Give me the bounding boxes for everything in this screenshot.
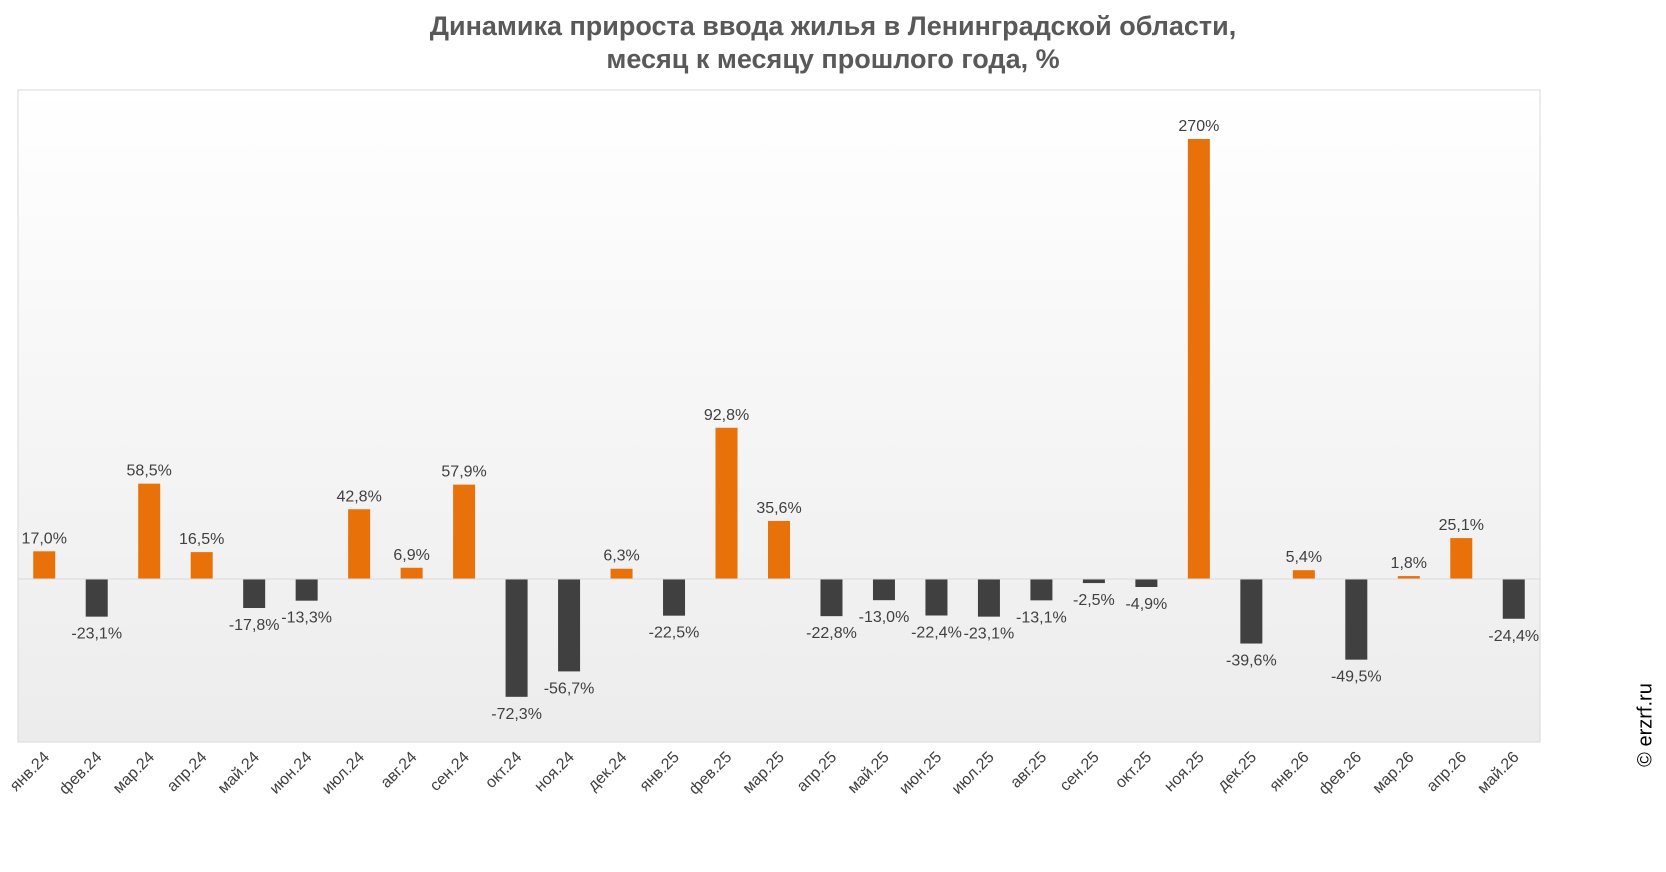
- data-label: 25,1%: [1439, 517, 1484, 534]
- x-tick-label: май.25: [845, 749, 893, 797]
- data-label: -39,6%: [1226, 653, 1277, 670]
- x-tick-label: янв.26: [1267, 749, 1313, 795]
- data-label: -23,1%: [71, 626, 122, 643]
- x-tick-label: мар.25: [740, 749, 788, 797]
- x-tick-label: авг.24: [378, 749, 421, 792]
- data-label: 42,8%: [336, 488, 381, 505]
- data-label: 270%: [1178, 118, 1219, 135]
- bar-янв.25: [663, 579, 686, 616]
- bar-апр.24: [190, 552, 213, 579]
- chart-title: Динамика прироста ввода жилья в Ленингра…: [429, 11, 1237, 41]
- data-label: -13,3%: [281, 610, 332, 627]
- data-label: -17,8%: [229, 617, 280, 634]
- data-label: 92,8%: [704, 407, 749, 424]
- bar-мар.26: [1397, 576, 1420, 579]
- bar-мар.25: [768, 520, 790, 579]
- bar-авг.24: [400, 567, 423, 579]
- x-tick-label: апр.25: [794, 749, 841, 796]
- x-tick-labels-group: янв.24 фев.24 мар.24 апр.24 май.24 июн.24 июл.…: [7, 749, 1523, 798]
- data-label: 16,5%: [179, 531, 224, 548]
- x-tick-label: июл.25: [949, 749, 998, 798]
- data-label: -22,4%: [911, 625, 962, 642]
- bar-фев.24: [85, 579, 108, 617]
- bar-апр.25: [820, 579, 843, 617]
- copyright-note: © erzrf.ru: [1634, 683, 1657, 767]
- bar-июн.24: [295, 579, 318, 601]
- data-label: -4,9%: [1125, 596, 1167, 613]
- data-label: -56,7%: [544, 680, 595, 697]
- data-label: 35,6%: [756, 500, 801, 517]
- bar-сен.25: [1082, 579, 1105, 584]
- bar-май.25: [872, 579, 895, 601]
- bar-фев.26: [1345, 579, 1368, 660]
- x-tick-label: ноя.24: [531, 749, 577, 795]
- x-tick-label: июн.25: [896, 749, 945, 798]
- data-label: 57,9%: [441, 464, 486, 481]
- x-tick-label: мар.24: [110, 749, 158, 797]
- x-tick-label: сен.25: [1057, 749, 1103, 795]
- bar-янв.24: [33, 551, 56, 579]
- x-tick-label: фев.25: [686, 749, 735, 798]
- data-label: -23,1%: [964, 626, 1015, 643]
- data-label: -22,5%: [649, 625, 700, 642]
- x-tick-label: июл.24: [319, 749, 368, 798]
- data-labels-group: 17,0% -23,1% 58,5% 16,5% -17,8% -13,3% 42,8% 6,…: [22, 118, 1540, 723]
- bar-дек.25: [1240, 579, 1263, 644]
- x-tick-label: янв.24: [7, 749, 53, 795]
- data-label: -49,5%: [1331, 669, 1382, 686]
- bar-апр.26: [1450, 538, 1473, 579]
- chart-subtitle: месяц к месяцу прошлого года, %: [606, 44, 1060, 74]
- bar-янв.26: [1292, 570, 1315, 579]
- data-label: 58,5%: [127, 463, 172, 480]
- data-label: -24,4%: [1488, 628, 1539, 645]
- x-tick-label: май.26: [1474, 749, 1522, 797]
- x-tick-label: дек.24: [585, 749, 631, 795]
- x-tick-label: май.24: [215, 749, 263, 797]
- x-tick-label: дек.25: [1215, 749, 1261, 795]
- chart-title-block: Динамика прироста ввода жилья в Ленингра…: [0, 10, 1666, 76]
- x-tick-label: окт.25: [1112, 749, 1155, 792]
- bar-мар.24: [138, 483, 161, 579]
- bar-ноя.25: [1187, 139, 1210, 579]
- x-tick-label: июн.24: [267, 749, 316, 798]
- bar-июл.24: [348, 509, 371, 579]
- bar-авг.25: [1030, 579, 1053, 601]
- bar-фев.25: [715, 427, 738, 579]
- bars-group: [33, 139, 1525, 697]
- data-label: 1,8%: [1391, 555, 1427, 572]
- data-label: -13,0%: [859, 609, 910, 626]
- bar-окт.24: [505, 579, 528, 697]
- x-tick-label: фев.26: [1316, 749, 1365, 798]
- x-tick-label: авг.25: [1007, 749, 1050, 792]
- x-tick-label: сен.24: [427, 749, 473, 795]
- x-tick-label: апр.26: [1424, 749, 1471, 796]
- x-tick-label: апр.24: [164, 749, 211, 796]
- bar-май.26: [1502, 579, 1525, 619]
- data-label: 5,4%: [1286, 549, 1322, 566]
- bar-ноя.24: [558, 579, 581, 672]
- data-label: 17,0%: [22, 530, 67, 547]
- bar-дек.24: [610, 568, 633, 579]
- bar-май.24: [243, 579, 266, 609]
- bar-сен.24: [453, 484, 476, 579]
- x-tick-label: мар.26: [1370, 749, 1418, 797]
- plot-area: [17, 89, 1541, 743]
- x-tick-label: ноя.25: [1161, 749, 1207, 795]
- data-label: -2,5%: [1073, 592, 1115, 609]
- bar-окт.25: [1135, 579, 1158, 587]
- data-label: -72,3%: [491, 706, 542, 723]
- x-tick-label: фев.24: [56, 749, 105, 798]
- data-label: -13,1%: [1016, 609, 1067, 626]
- data-label: 6,9%: [393, 547, 429, 564]
- data-label: 6,3%: [603, 548, 639, 565]
- x-tick-label: окт.24: [482, 749, 525, 792]
- x-tick-label: янв.25: [637, 749, 683, 795]
- bar-июл.25: [977, 579, 1000, 617]
- bar-июн.25: [925, 579, 948, 616]
- data-label: -22,8%: [806, 625, 857, 642]
